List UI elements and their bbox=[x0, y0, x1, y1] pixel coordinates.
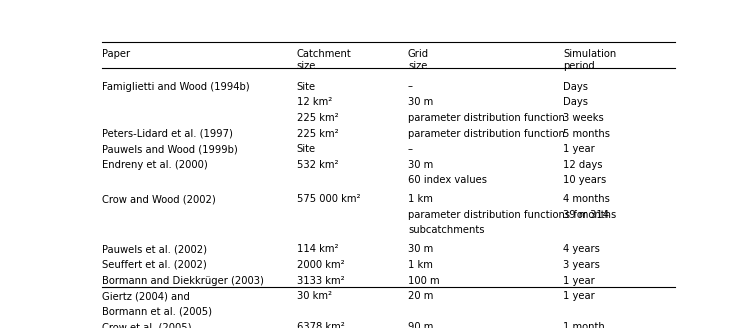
Text: 1 year: 1 year bbox=[563, 276, 595, 285]
Text: 30 m: 30 m bbox=[408, 244, 433, 254]
Text: 30 m: 30 m bbox=[408, 160, 433, 170]
Text: 575 000 km²: 575 000 km² bbox=[296, 194, 360, 204]
Text: 30 m: 30 m bbox=[408, 97, 433, 107]
Text: 12 km²: 12 km² bbox=[296, 97, 332, 107]
Text: Grid
size: Grid size bbox=[408, 50, 429, 71]
Text: 20 m: 20 m bbox=[408, 291, 433, 301]
Text: 3 years: 3 years bbox=[563, 260, 600, 270]
Text: Famiglietti and Wood (1994b): Famiglietti and Wood (1994b) bbox=[102, 82, 249, 92]
Text: 60 index values: 60 index values bbox=[408, 175, 487, 186]
Text: 6378 km²: 6378 km² bbox=[296, 322, 345, 328]
Text: 1 km: 1 km bbox=[408, 194, 433, 204]
Text: Simulation
period: Simulation period bbox=[563, 50, 616, 71]
Text: Endreny et al. (2000): Endreny et al. (2000) bbox=[102, 160, 208, 170]
Text: 532 km²: 532 km² bbox=[296, 160, 338, 170]
Text: subcatchments: subcatchments bbox=[408, 225, 485, 236]
Text: Crow et al. (2005): Crow et al. (2005) bbox=[102, 322, 191, 328]
Text: 114 km²: 114 km² bbox=[296, 244, 338, 254]
Text: 5 months: 5 months bbox=[563, 129, 610, 138]
Text: 12 days: 12 days bbox=[563, 160, 603, 170]
Text: 225 km²: 225 km² bbox=[296, 113, 338, 123]
Text: Bormann and Diekkrüger (2003): Bormann and Diekkrüger (2003) bbox=[102, 276, 264, 285]
Text: Seuffert et al. (2002): Seuffert et al. (2002) bbox=[102, 260, 207, 270]
Text: 4 months: 4 months bbox=[563, 194, 610, 204]
Text: 90 m: 90 m bbox=[408, 322, 433, 328]
Text: parameter distribution function: parameter distribution function bbox=[408, 129, 565, 138]
Text: Catchment
size: Catchment size bbox=[296, 50, 352, 71]
Text: Site: Site bbox=[296, 144, 316, 154]
Text: Pauwels et al. (2002): Pauwels et al. (2002) bbox=[102, 244, 207, 254]
Text: 225 km²: 225 km² bbox=[296, 129, 338, 138]
Text: 2000 km²: 2000 km² bbox=[296, 260, 344, 270]
Text: 1 year: 1 year bbox=[563, 144, 595, 154]
Text: parameter distribution functions for 314: parameter distribution functions for 314 bbox=[408, 210, 609, 220]
Text: Pauwels and Wood (1999b): Pauwels and Wood (1999b) bbox=[102, 144, 238, 154]
Text: Crow and Wood (2002): Crow and Wood (2002) bbox=[102, 194, 216, 204]
Text: 30 km²: 30 km² bbox=[296, 291, 332, 301]
Text: –: – bbox=[408, 82, 413, 92]
Text: parameter distribution function: parameter distribution function bbox=[408, 113, 565, 123]
Text: Giertz (2004) and: Giertz (2004) and bbox=[102, 291, 190, 301]
Text: Paper: Paper bbox=[102, 50, 130, 59]
Text: 1 month: 1 month bbox=[563, 322, 605, 328]
Text: Days: Days bbox=[563, 97, 588, 107]
Text: 10 years: 10 years bbox=[563, 175, 606, 186]
Text: 39 months: 39 months bbox=[563, 210, 616, 220]
Text: Peters-Lidard et al. (1997): Peters-Lidard et al. (1997) bbox=[102, 129, 233, 138]
Text: Site: Site bbox=[296, 82, 316, 92]
Text: 3 weeks: 3 weeks bbox=[563, 113, 604, 123]
Text: –: – bbox=[408, 144, 413, 154]
Text: 100 m: 100 m bbox=[408, 276, 439, 285]
Text: 1 km: 1 km bbox=[408, 260, 433, 270]
Text: Days: Days bbox=[563, 82, 588, 92]
Text: 3133 km²: 3133 km² bbox=[296, 276, 344, 285]
Text: 4 years: 4 years bbox=[563, 244, 600, 254]
Text: Bormann et al. (2005): Bormann et al. (2005) bbox=[102, 307, 212, 317]
Text: 1 year: 1 year bbox=[563, 291, 595, 301]
